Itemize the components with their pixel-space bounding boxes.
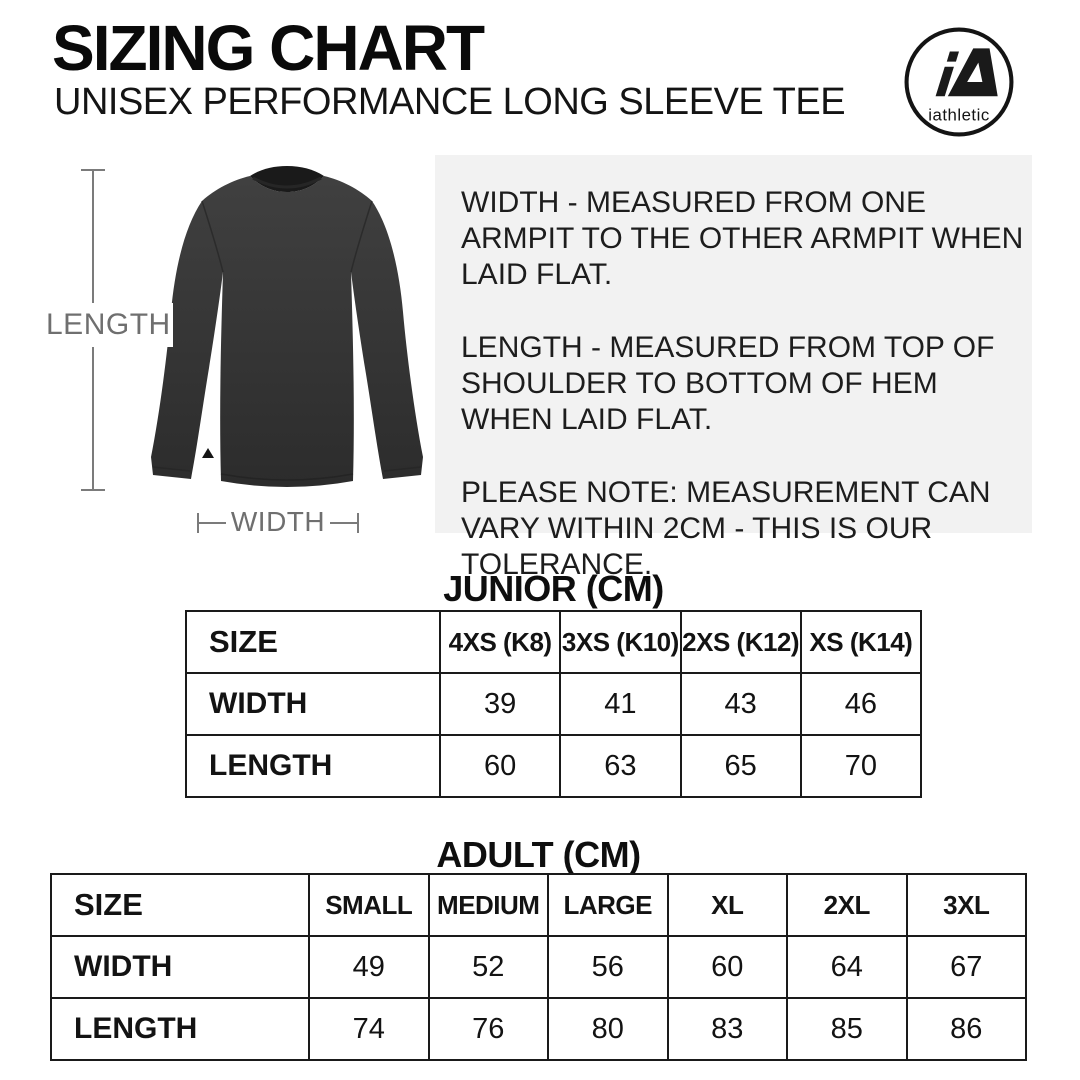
column-header: 3XL	[905, 873, 1027, 937]
table-row: WIDTH 39 41 43 46	[185, 672, 923, 736]
value-cell: 76	[427, 997, 549, 1061]
row-label-cell: WIDTH	[185, 672, 441, 736]
value-cell: 74	[308, 997, 430, 1061]
value-cell: 83	[666, 997, 788, 1061]
page-title: SIZING CHART	[52, 12, 485, 84]
note-width: WIDTH - MEASURED FROM ONE ARMPIT TO THE …	[461, 186, 1024, 291]
width-measure-cap-left	[197, 513, 199, 533]
column-header: LARGE	[547, 873, 669, 937]
value-cell: 85	[786, 997, 908, 1061]
table-row: LENGTH 74 76 80 83 85 86	[50, 997, 1027, 1061]
junior-table-title: JUNIOR (CM)	[443, 568, 664, 609]
row-label-cell: WIDTH	[50, 935, 310, 999]
value-cell: 67	[905, 935, 1027, 999]
size-header-cell: SIZE	[50, 873, 310, 937]
value-cell: 52	[427, 935, 549, 999]
tshirt-body	[151, 176, 423, 487]
column-header: 3XS (K10)	[559, 610, 682, 674]
column-header: 2XS (K12)	[679, 610, 802, 674]
note-length: LENGTH - MEASURED FROM TOP OF SHOULDER T…	[461, 331, 995, 436]
column-header: XS (K14)	[799, 610, 923, 674]
page-subtitle: UNISEX PERFORMANCE LONG SLEEVE TEE	[54, 81, 846, 123]
adult-size-table: SIZE SMALL MEDIUM LARGE XL 2XL 3XL WIDTH 49 52 56 6…	[50, 873, 1027, 1061]
value-cell: 63	[559, 734, 682, 798]
column-header: XL	[666, 873, 788, 937]
width-label: WIDTH	[225, 505, 331, 539]
table-row: LENGTH 60 63 65 70	[185, 734, 923, 798]
length-measure-cap-top	[81, 169, 105, 171]
value-cell: 56	[547, 935, 669, 999]
value-cell: 41	[559, 672, 682, 736]
value-cell: 65	[679, 734, 802, 798]
column-header: 2XL	[786, 873, 908, 937]
value-cell: 60	[666, 935, 788, 999]
length-label: LENGTH	[44, 303, 173, 347]
row-label-cell: LENGTH	[185, 734, 441, 798]
note-tolerance: PLEASE NOTE: MEASUREMENT CAN VARY WITHIN…	[461, 476, 991, 581]
width-measure-cap-right	[357, 513, 359, 533]
value-cell: 70	[799, 734, 923, 798]
size-header-cell: SIZE	[185, 610, 441, 674]
brand-logo-icon: iathletic	[904, 27, 1014, 137]
measurement-notes-box: WIDTH - MEASURED FROM ONE ARMPIT TO THE …	[435, 155, 1032, 581]
column-header: 4XS (K8)	[438, 610, 562, 674]
value-cell: 60	[438, 734, 562, 798]
junior-size-table: SIZE 4XS (K8) 3XS (K10) 2XS (K12) XS (K14) WI…	[185, 610, 923, 798]
tshirt-image	[151, 166, 423, 487]
brand-logo-text: iathletic	[928, 106, 989, 125]
adult-table-title: ADULT (CM)	[436, 834, 641, 875]
value-cell: 46	[799, 672, 923, 736]
column-header: MEDIUM	[427, 873, 549, 937]
length-measure-cap-bottom	[81, 489, 105, 491]
value-cell: 64	[786, 935, 908, 999]
value-cell: 80	[547, 997, 669, 1061]
value-cell: 86	[905, 997, 1027, 1061]
value-cell: 49	[308, 935, 430, 999]
value-cell: 39	[438, 672, 562, 736]
brand-logo: iathletic	[903, 26, 1015, 138]
column-header: SMALL	[308, 873, 430, 937]
row-label-cell: LENGTH	[50, 997, 310, 1061]
table-row: WIDTH 49 52 56 60 64 67	[50, 935, 1027, 999]
value-cell: 43	[679, 672, 802, 736]
